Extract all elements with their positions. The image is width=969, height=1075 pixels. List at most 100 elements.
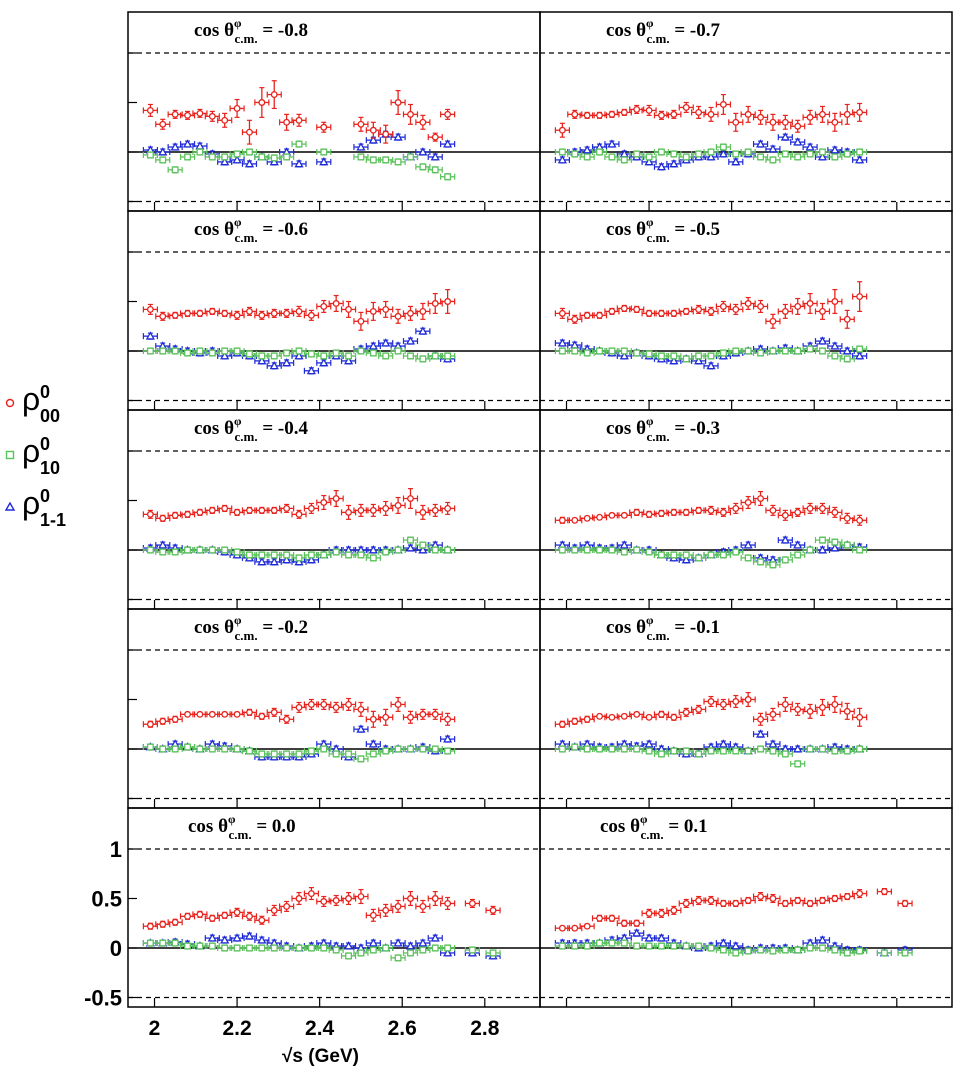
data-point-rho00 [204, 110, 220, 122]
data-point-rho10 [167, 745, 183, 753]
data-point-rho10 [427, 546, 443, 554]
legend-sup: 0 [40, 382, 50, 402]
panel-title-sub: c.m. [235, 31, 258, 46]
legend-symbol: ρ [22, 485, 40, 521]
panel-title: cos θφ c.m. = -0.3 [606, 414, 720, 444]
data-point-rho1m1 [415, 326, 431, 335]
data-point-rho00 [142, 922, 158, 930]
data-point-rho10 [666, 352, 682, 360]
data-point-rho00 [715, 300, 731, 312]
data-point-rho10 [378, 352, 394, 360]
data-point-rho1m1 [666, 159, 682, 168]
data-point-rho1m1 [155, 540, 171, 549]
data-point-rho00 [616, 304, 632, 312]
data-point-rho10 [204, 153, 220, 161]
data-point-rho00 [678, 898, 694, 909]
data-point-rho10 [415, 355, 431, 363]
data-point-rho10 [554, 745, 570, 753]
data-point-rho00 [303, 502, 319, 514]
data-point-rho00 [266, 904, 282, 916]
x-tick-label: 2.4 [305, 1017, 335, 1040]
data-point-rho1m1 [340, 545, 357, 554]
data-point-rho10 [440, 747, 456, 755]
data-point-rho00 [328, 490, 344, 508]
data-point-rho00 [427, 503, 443, 517]
data-point-rho00 [703, 306, 719, 316]
data-point-rho00 [554, 720, 570, 728]
data-point-rho1m1 [167, 142, 183, 151]
data-point-rho10 [241, 350, 258, 358]
data-point-rho10 [266, 944, 282, 952]
data-point-rho00 [192, 910, 208, 918]
data-point-rho10 [579, 546, 595, 554]
data-point-rho1m1 [790, 540, 806, 549]
data-point-rho00 [827, 506, 843, 518]
data-point-rho00 [777, 696, 793, 712]
data-point-rho00 [229, 98, 245, 118]
data-point-rho00 [155, 311, 171, 321]
data-point-rho10 [604, 745, 620, 753]
panel-title-value: = -0.6 [258, 219, 308, 240]
panel: cos θφ c.m. = -0.3 [539, 409, 953, 610]
x-tick-label: 2 [149, 1017, 161, 1040]
data-point-rho1m1 [217, 935, 233, 944]
data-point-rho1m1 [777, 132, 793, 141]
data-point-rho00 [279, 900, 295, 912]
data-point-rho00 [554, 122, 570, 138]
data-point-rho00 [678, 101, 694, 114]
data-point-rho00 [839, 892, 855, 901]
data-point-rho00 [765, 707, 781, 721]
data-point-rho1m1 [440, 734, 456, 743]
data-point-rho10 [678, 942, 694, 950]
panel: cos θφ c.m. = -0.4 [127, 409, 541, 610]
data-point-rho10 [378, 944, 394, 952]
data-point-rho00 [279, 503, 295, 513]
data-point-rho10 [179, 349, 196, 357]
panel-title-sub: c.m. [647, 628, 670, 643]
data-point-rho00 [579, 111, 595, 119]
legend-symbol: ρ [22, 381, 40, 417]
data-point-rho00 [266, 707, 282, 717]
data-point-rho10 [591, 745, 608, 753]
data-point-rho00 [678, 707, 694, 717]
data-point-rho10 [554, 546, 570, 554]
data-point-rho10 [790, 760, 806, 768]
data-point-rho10 [827, 538, 843, 546]
data-point-rho00 [728, 694, 744, 709]
data-point-rho10 [653, 551, 670, 559]
data-point-rho10 [715, 946, 731, 954]
data-point-rho10 [266, 352, 282, 360]
data-point-rho10 [241, 747, 258, 755]
panel: cos θφ c.m. = -0.5 [539, 210, 953, 411]
data-point-rho00 [378, 903, 394, 917]
data-point-rho10 [316, 944, 332, 952]
panel-frame [539, 11, 953, 212]
data-point-rho00 [802, 292, 818, 314]
data-point-rho10 [142, 546, 158, 554]
data-point-rho10 [415, 745, 431, 753]
data-point-rho00 [790, 297, 806, 315]
data-point-rho00 [629, 305, 645, 313]
series-rho1m1 [142, 129, 456, 168]
panel-title-sub: c.m. [235, 429, 258, 444]
data-point-rho00 [839, 309, 855, 329]
data-point-rho00 [390, 496, 406, 514]
data-point-rho10 [579, 349, 595, 357]
data-point-rho10 [740, 148, 756, 156]
data-point-rho10 [155, 939, 171, 947]
panel-title: cos θφ c.m. = -0.5 [606, 215, 720, 245]
data-point-rho00 [229, 310, 245, 320]
data-point-rho00 [579, 514, 595, 522]
data-point-rho00 [353, 311, 369, 331]
data-point-rho00 [266, 506, 282, 514]
data-point-rho00 [653, 908, 670, 918]
data-point-rho00 [291, 305, 307, 317]
data-point-rho10 [827, 946, 843, 954]
data-point-rho10 [765, 561, 781, 569]
data-point-rho1m1 [616, 149, 632, 158]
data-point-rho10 [852, 345, 868, 353]
data-point-rho00 [402, 305, 419, 321]
panel-title: cos θφ c.m. = -0.8 [194, 16, 308, 46]
panel: cos θφ c.m. = -0.7 [539, 11, 953, 212]
